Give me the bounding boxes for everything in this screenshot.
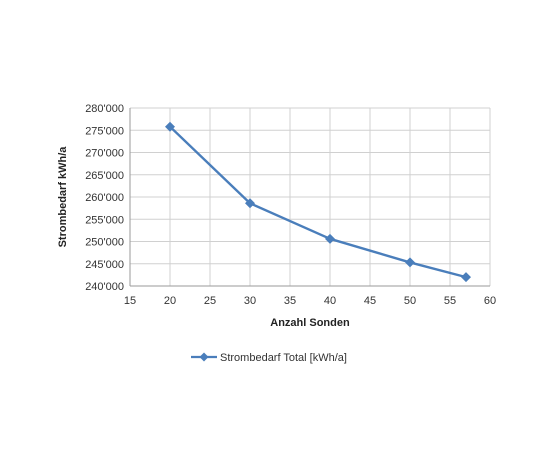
y-tick-label: 255'000 (85, 214, 124, 226)
x-tick-label: 45 (364, 295, 376, 307)
y-tick-labels: 240'000 245'000 250'000 255'000 260'000 265'0… (85, 103, 124, 293)
y-tick-label: 245'000 (85, 259, 124, 271)
y-tick-label: 240'000 (85, 281, 124, 293)
y-axis-title: Strombedarf kWh/a (57, 146, 69, 248)
legend: Strombedarf Total [kWh/a] (191, 352, 347, 364)
x-tick-label: 30 (244, 295, 256, 307)
data-point-marker (245, 198, 255, 209)
y-tick-label: 260'000 (85, 192, 124, 204)
data-point-marker (165, 121, 175, 132)
x-tick-label: 15 (124, 295, 136, 307)
legend-entry-label: Strombedarf Total [kWh/a] (220, 352, 347, 364)
axes (129, 108, 490, 287)
x-tick-label: 55 (444, 295, 456, 307)
data-point-marker (461, 272, 471, 283)
data-point-marker (405, 257, 415, 268)
x-tick-label: 20 (164, 295, 176, 307)
x-tick-labels: 15 20 25 30 35 40 45 50 55 60 (124, 295, 496, 307)
y-tick-label: 250'000 (85, 237, 124, 249)
y-tick-label: 265'000 (85, 170, 124, 182)
y-tick-label: 270'000 (85, 148, 124, 160)
y-tick-label: 280'000 (85, 103, 124, 115)
x-tick-label: 60 (484, 295, 496, 307)
x-axis-title: Anzahl Sonden (270, 317, 350, 329)
data-point-marker (325, 233, 335, 244)
x-tick-label: 40 (324, 295, 336, 307)
x-tick-label: 50 (404, 295, 416, 307)
x-tick-label: 25 (204, 295, 216, 307)
series-layer (165, 121, 471, 283)
legend-marker-swatch (199, 352, 209, 362)
x-tick-label: 35 (284, 295, 296, 307)
y-tick-label: 275'000 (85, 125, 124, 137)
